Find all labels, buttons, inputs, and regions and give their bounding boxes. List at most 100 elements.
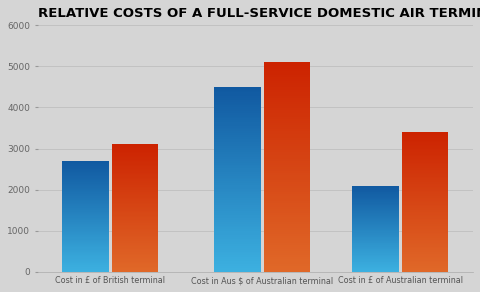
- Bar: [401, 195, 448, 197]
- Bar: [264, 226, 310, 228]
- Bar: [62, 221, 108, 222]
- Bar: [401, 159, 448, 160]
- Bar: [111, 225, 158, 226]
- Bar: [62, 206, 108, 208]
- Bar: [352, 268, 398, 269]
- Bar: [401, 265, 448, 266]
- Bar: [111, 263, 158, 264]
- Bar: [111, 146, 158, 147]
- Bar: [264, 121, 310, 123]
- Bar: [401, 209, 448, 211]
- Bar: [215, 187, 261, 189]
- Bar: [62, 239, 108, 240]
- Bar: [215, 111, 261, 113]
- Bar: [215, 139, 261, 140]
- Bar: [264, 154, 310, 157]
- Bar: [111, 207, 158, 208]
- Bar: [352, 221, 398, 222]
- Bar: [215, 246, 261, 248]
- Bar: [264, 220, 310, 222]
- Bar: [215, 120, 261, 122]
- Bar: [62, 164, 108, 165]
- Bar: [111, 180, 158, 181]
- Bar: [401, 177, 448, 178]
- Bar: [352, 233, 398, 234]
- Bar: [264, 159, 310, 161]
- Bar: [352, 210, 398, 211]
- Bar: [215, 211, 261, 213]
- Bar: [62, 162, 108, 163]
- Bar: [264, 194, 310, 197]
- Bar: [215, 161, 261, 163]
- Bar: [264, 90, 310, 92]
- Bar: [401, 181, 448, 182]
- Bar: [401, 243, 448, 244]
- Bar: [215, 128, 261, 129]
- Bar: [264, 180, 310, 182]
- Bar: [111, 167, 158, 169]
- Bar: [352, 223, 398, 224]
- Bar: [62, 199, 108, 200]
- Bar: [352, 187, 398, 188]
- Bar: [215, 242, 261, 244]
- Bar: [352, 207, 398, 208]
- Bar: [401, 245, 448, 247]
- Bar: [264, 98, 310, 100]
- Bar: [62, 200, 108, 201]
- Bar: [62, 246, 108, 248]
- Bar: [111, 164, 158, 165]
- Bar: [215, 109, 261, 111]
- Bar: [264, 199, 310, 201]
- Bar: [264, 106, 310, 108]
- Bar: [264, 133, 310, 136]
- Bar: [111, 244, 158, 245]
- Bar: [215, 255, 261, 257]
- Bar: [215, 183, 261, 185]
- Bar: [62, 267, 108, 269]
- Bar: [401, 192, 448, 194]
- Bar: [352, 243, 398, 244]
- Bar: [401, 139, 448, 140]
- Bar: [264, 205, 310, 207]
- Bar: [215, 150, 261, 152]
- Bar: [401, 255, 448, 256]
- Bar: [62, 243, 108, 244]
- Bar: [62, 211, 108, 212]
- Bar: [62, 201, 108, 202]
- Bar: [215, 189, 261, 190]
- Bar: [111, 222, 158, 223]
- Bar: [62, 231, 108, 232]
- Bar: [401, 173, 448, 174]
- Bar: [62, 225, 108, 226]
- Bar: [62, 184, 108, 185]
- Bar: [352, 206, 398, 207]
- Bar: [215, 248, 261, 250]
- Bar: [215, 185, 261, 187]
- Bar: [215, 155, 261, 157]
- Bar: [264, 152, 310, 154]
- Bar: [215, 152, 261, 154]
- Bar: [215, 227, 261, 229]
- Bar: [401, 236, 448, 237]
- Bar: [62, 173, 108, 174]
- Bar: [401, 152, 448, 153]
- Bar: [264, 165, 310, 167]
- Bar: [215, 257, 261, 259]
- Bar: [111, 262, 158, 263]
- Bar: [215, 142, 261, 144]
- Bar: [111, 159, 158, 160]
- Bar: [111, 220, 158, 221]
- Bar: [62, 172, 108, 173]
- Bar: [111, 218, 158, 220]
- Bar: [62, 253, 108, 254]
- Bar: [111, 271, 158, 272]
- Bar: [401, 247, 448, 248]
- Bar: [215, 235, 261, 237]
- Bar: [264, 261, 310, 263]
- Bar: [111, 267, 158, 268]
- Bar: [352, 188, 398, 189]
- Bar: [215, 124, 261, 126]
- Bar: [352, 260, 398, 261]
- Bar: [352, 234, 398, 235]
- Bar: [401, 233, 448, 234]
